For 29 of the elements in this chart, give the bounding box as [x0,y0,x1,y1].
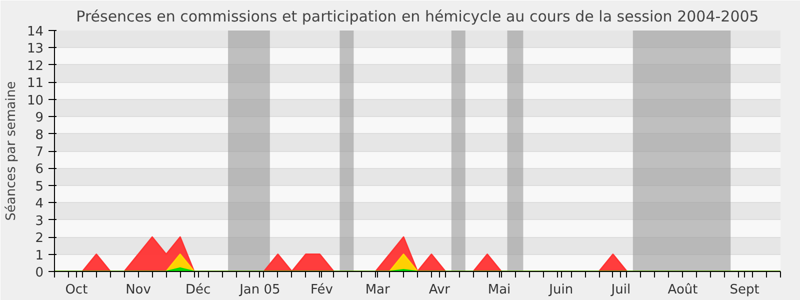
y-tick-label: 11 [26,76,44,92]
x-tick-label: Août [668,282,698,298]
x-tick-label: Mai [488,282,511,298]
x-tick-label: Jan 05 [238,282,280,298]
y-tick-label: 2 [35,231,44,246]
y-tick-label: 0 [35,266,44,280]
y-tick-label: 1 [35,248,44,264]
x-tick-label: Sept [730,282,760,298]
x-tick-label: Nov [126,282,152,298]
y-tick-label: 8 [35,128,44,143]
x-tick-label: Déc [186,282,211,298]
y-tick-label: 9 [35,110,44,126]
x-tick-label: Fév [310,282,334,298]
y-axis-title: Séances par semaine [4,81,19,221]
x-tick-label: Avr [428,282,451,298]
y-tick-label: 6 [35,162,44,178]
y-tick-label: 3 [35,214,44,229]
x-tick-label: Juil [610,282,631,298]
y-tick-label: 10 [26,93,44,108]
y-tick-label: 12 [26,58,44,74]
x-tick-label: Oct [65,282,88,298]
y-tick-label: 5 [35,179,44,194]
chart-title: Présences en commissions et participation en hémicycle au cours de la session 2004-2005 [76,8,759,26]
x-tick-label: Mar [365,282,391,298]
x-tick-label: Juin [548,282,574,298]
y-tick-label: 13 [26,42,44,57]
y-tick-label: 7 [35,145,44,160]
y-tick-label: 4 [35,196,44,212]
y-tick-label: 14 [26,24,44,40]
